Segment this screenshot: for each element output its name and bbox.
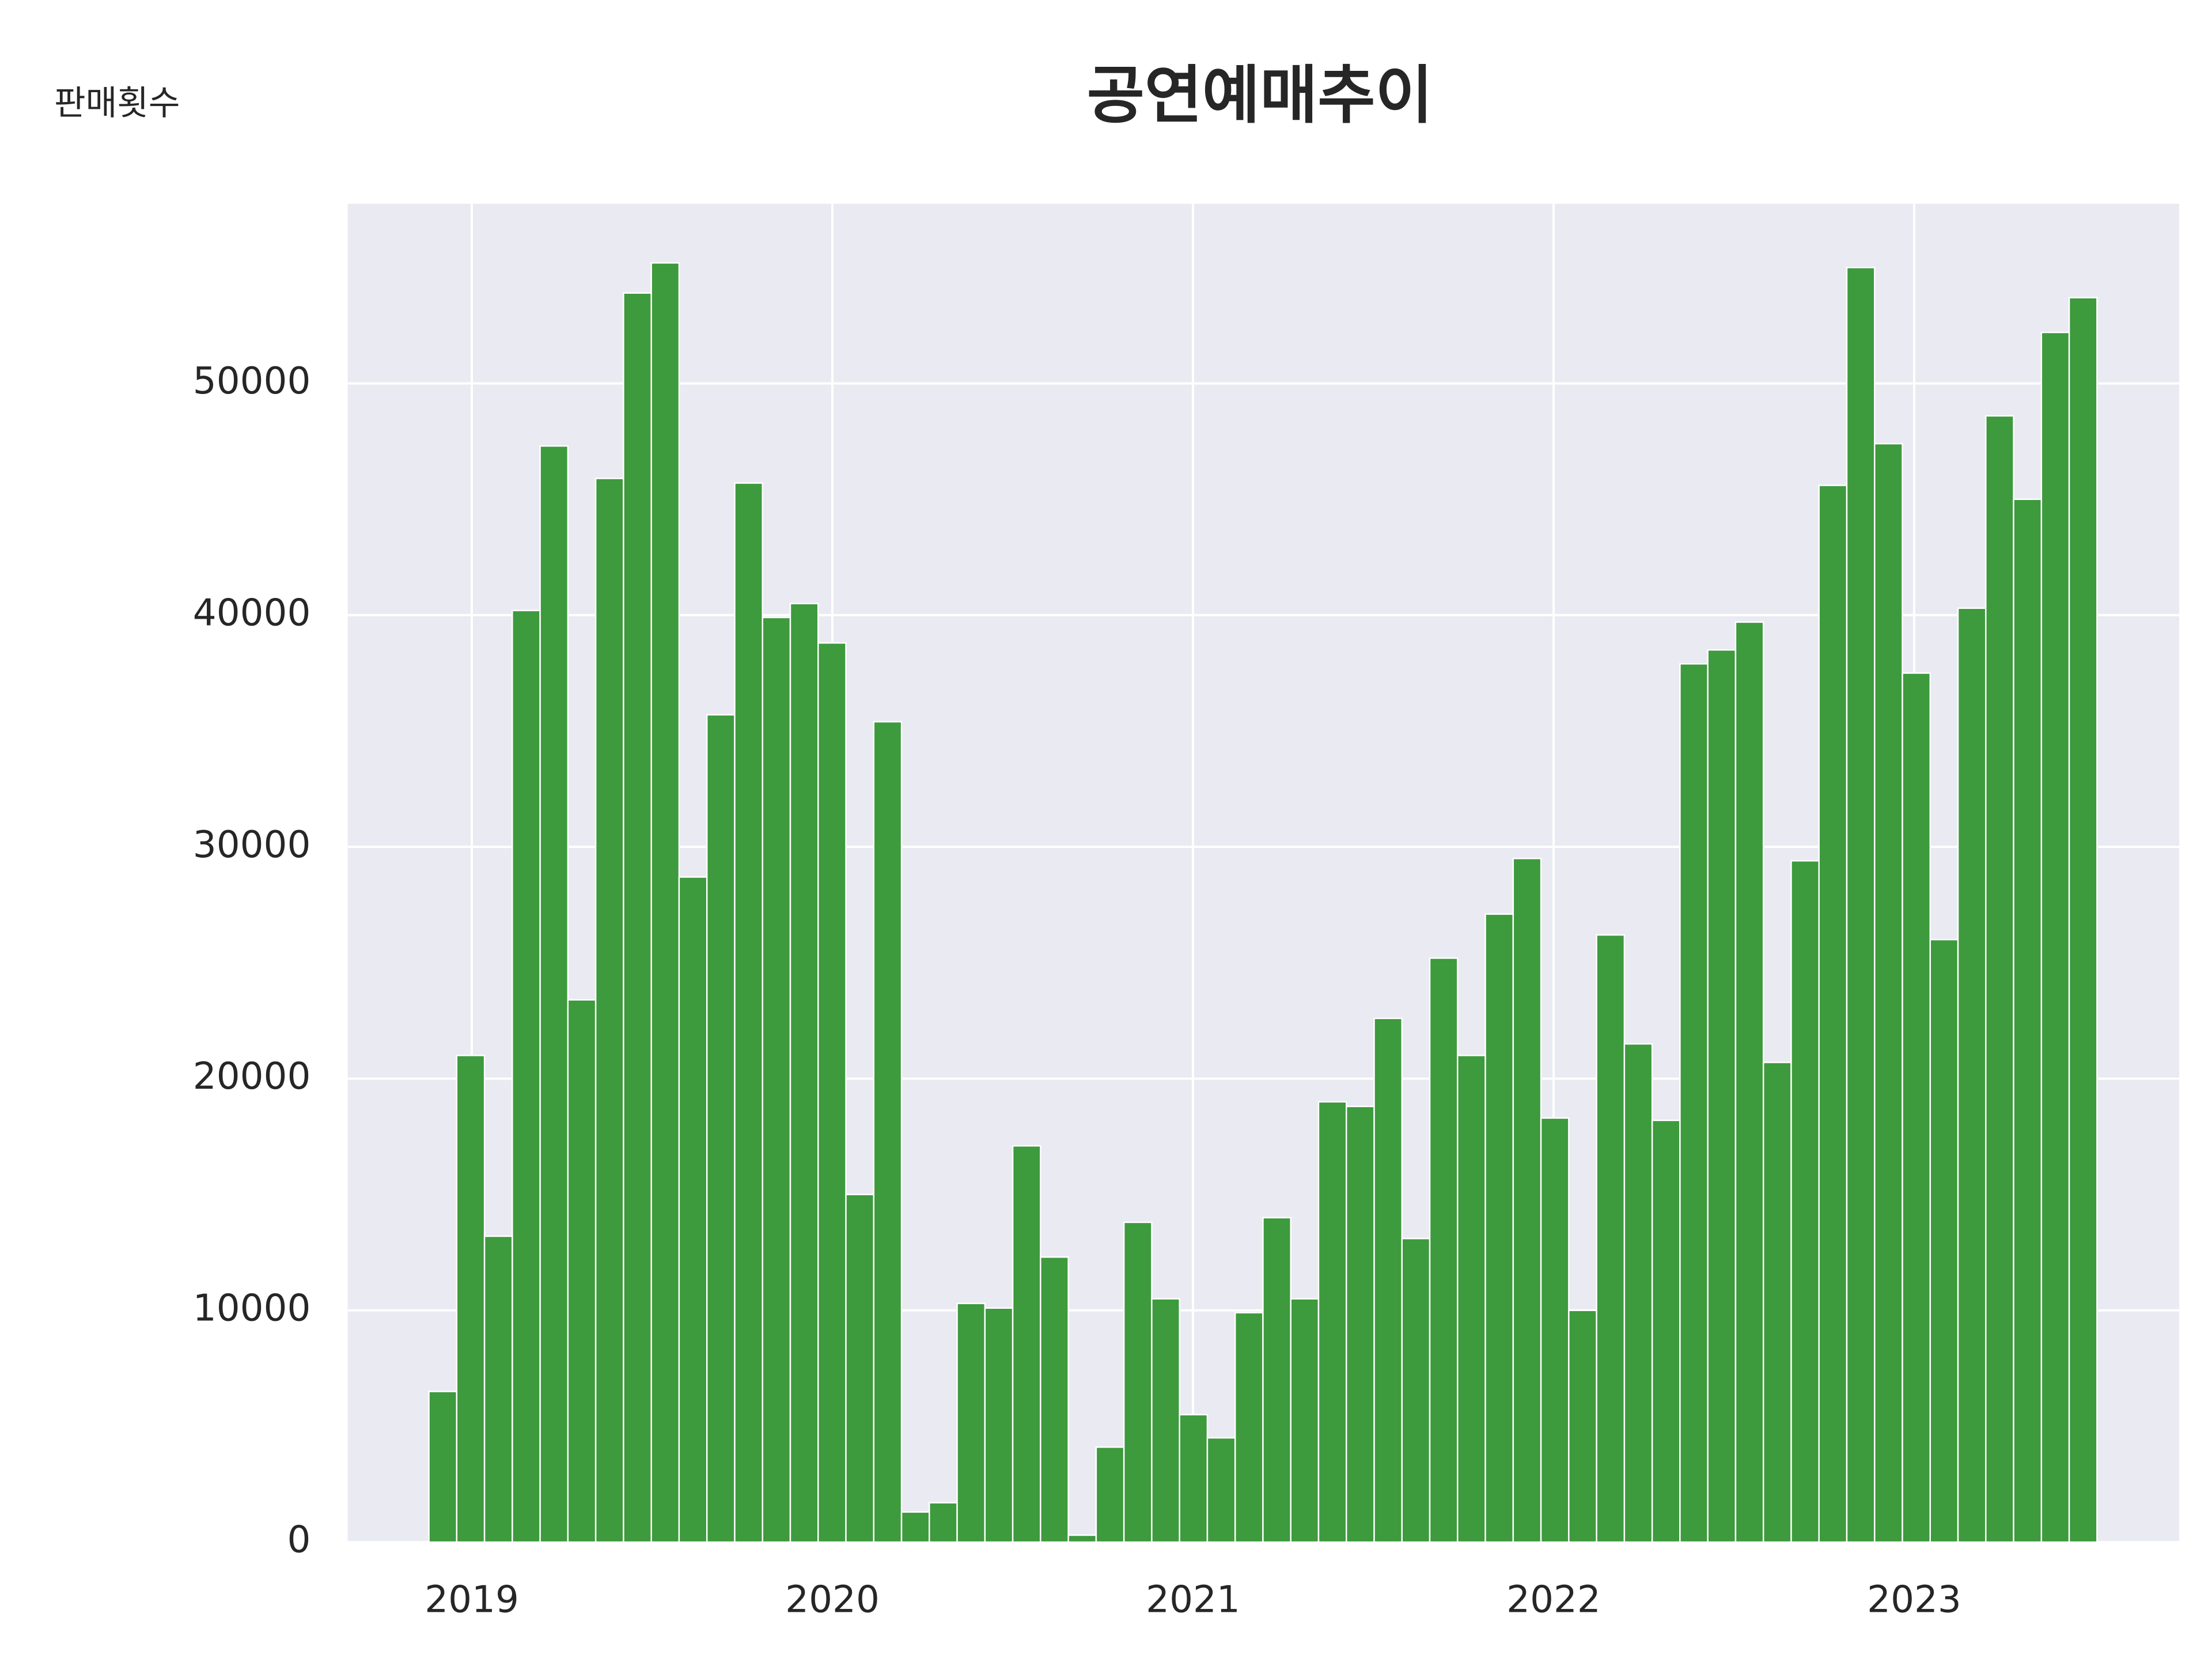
bar xyxy=(623,292,652,1543)
bar xyxy=(539,445,569,1543)
bar xyxy=(1790,860,1820,1543)
bar xyxy=(929,1502,958,1543)
bar xyxy=(1401,1237,1431,1543)
bar xyxy=(762,616,791,1543)
bar xyxy=(1262,1217,1291,1543)
bar xyxy=(1651,1119,1681,1543)
bar xyxy=(483,1235,513,1543)
bar xyxy=(1818,484,1848,1543)
bar xyxy=(567,999,597,1543)
bar xyxy=(1957,607,1987,1543)
bar xyxy=(1151,1298,1180,1543)
y-tick-label: 10000 xyxy=(193,1286,311,1330)
bar xyxy=(845,1194,875,1543)
bar xyxy=(1429,957,1459,1543)
bar xyxy=(1985,415,2014,1543)
bar xyxy=(1734,621,1764,1543)
y-tick-label: 30000 xyxy=(193,823,311,866)
x-tick-label: 2023 xyxy=(1867,1578,1961,1622)
bar xyxy=(2013,498,2043,1543)
bar xyxy=(1762,1062,1792,1543)
bar xyxy=(1457,1055,1486,1543)
y-tick-label: 0 xyxy=(287,1518,310,1562)
bar xyxy=(594,478,624,1543)
bar xyxy=(1290,1298,1320,1543)
bar xyxy=(2068,297,2098,1543)
bar xyxy=(900,1511,930,1543)
x-tick-label: 2021 xyxy=(1146,1578,1240,1622)
bar xyxy=(734,482,763,1543)
chart-title: 공연예매추이 xyxy=(1087,59,1433,132)
bar xyxy=(1707,649,1737,1543)
bar xyxy=(956,1302,986,1543)
bar xyxy=(1123,1221,1153,1543)
bar xyxy=(789,603,819,1543)
y-tick-label: 50000 xyxy=(193,359,311,403)
bar xyxy=(1012,1145,1041,1543)
x-tick-label: 2022 xyxy=(1506,1578,1601,1622)
bar xyxy=(1067,1534,1097,1543)
bar xyxy=(1902,672,1931,1543)
y-tick-label: 20000 xyxy=(193,1055,311,1098)
bar xyxy=(1484,913,1514,1543)
bar xyxy=(1346,1105,1375,1543)
bar xyxy=(1929,938,1959,1543)
bar xyxy=(1596,934,1626,1543)
bar xyxy=(1623,1043,1653,1543)
bar xyxy=(1317,1101,1347,1543)
bar xyxy=(1206,1437,1236,1543)
bar xyxy=(1234,1312,1264,1543)
bar xyxy=(817,642,847,1543)
bar xyxy=(1846,267,1876,1543)
bar xyxy=(456,1055,486,1543)
bar xyxy=(1095,1446,1125,1543)
x-tick-label: 2020 xyxy=(785,1578,880,1622)
y-axis-label: 판매횟수 xyxy=(54,84,180,123)
bar xyxy=(650,262,680,1543)
bar xyxy=(1040,1256,1069,1543)
y-tick-label: 40000 xyxy=(193,591,311,634)
bar xyxy=(428,1391,458,1543)
bar xyxy=(984,1307,1014,1543)
bar xyxy=(1179,1414,1209,1543)
bar xyxy=(512,609,541,1543)
bar xyxy=(1512,858,1542,1543)
bar xyxy=(1568,1309,1597,1543)
x-tick-label: 2019 xyxy=(425,1578,519,1622)
bar xyxy=(873,721,903,1543)
bar xyxy=(2040,331,2070,1543)
bar xyxy=(678,876,708,1543)
bar xyxy=(1874,442,1903,1543)
bar xyxy=(1373,1017,1403,1543)
bar xyxy=(706,714,736,1543)
bar xyxy=(1679,663,1709,1543)
bar xyxy=(1540,1117,1570,1543)
